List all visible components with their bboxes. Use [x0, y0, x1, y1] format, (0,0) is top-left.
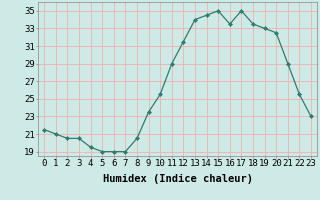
X-axis label: Humidex (Indice chaleur): Humidex (Indice chaleur): [103, 174, 252, 184]
